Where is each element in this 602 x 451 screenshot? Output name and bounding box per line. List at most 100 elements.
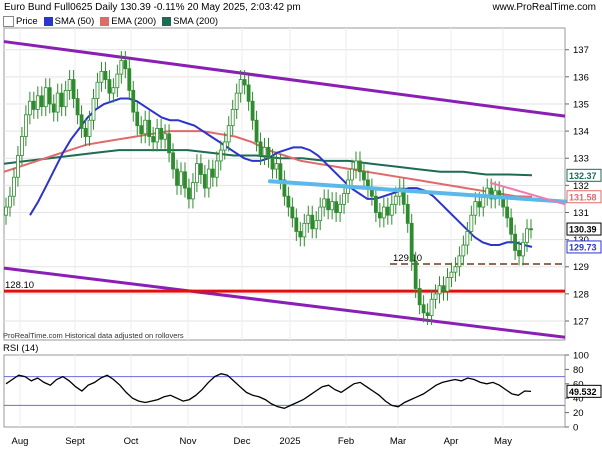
candle-body bbox=[12, 176, 16, 197]
rsi-value-label: 49.532 bbox=[569, 387, 597, 397]
candle-body bbox=[179, 171, 183, 186]
candle-body bbox=[350, 168, 354, 181]
x-tick-label: Aug bbox=[12, 436, 29, 447]
candle-body bbox=[409, 222, 414, 262]
candle-body bbox=[473, 201, 478, 216]
price-tick-label: 127 bbox=[573, 317, 589, 328]
candle-body bbox=[505, 206, 510, 219]
x-tick-label: Nov bbox=[180, 436, 197, 447]
candle-body bbox=[147, 119, 152, 137]
candle-body bbox=[167, 133, 171, 154]
candle-body bbox=[151, 136, 156, 143]
candle-body bbox=[27, 100, 32, 116]
price-tick-label: 131 bbox=[573, 208, 589, 219]
legend-sma50-label: SMA (50) bbox=[54, 16, 95, 27]
candle-body bbox=[234, 92, 239, 110]
rsi-tick-label: 20 bbox=[573, 408, 584, 419]
candle-body bbox=[131, 90, 136, 113]
channel-upper-line bbox=[3, 40, 566, 118]
candle-body bbox=[469, 214, 474, 232]
price-tag-box bbox=[566, 240, 602, 254]
candle-body bbox=[198, 163, 203, 175]
candle-body bbox=[258, 141, 263, 156]
candle-body bbox=[513, 233, 517, 251]
candle-body bbox=[425, 312, 430, 316]
candle-body bbox=[453, 266, 458, 273]
candle-body bbox=[218, 149, 223, 162]
candle-body bbox=[509, 217, 514, 235]
candle-body bbox=[79, 114, 84, 129]
candle-body bbox=[429, 298, 434, 316]
candle-body bbox=[71, 79, 76, 99]
rsi-tick-label: 100 bbox=[573, 351, 589, 362]
candle-body bbox=[222, 141, 227, 151]
candle-body bbox=[230, 108, 235, 127]
candle-body bbox=[529, 228, 533, 231]
candle-body bbox=[373, 195, 378, 213]
price-tag-label: 129.73 bbox=[569, 242, 597, 252]
legend-sma50-swatch bbox=[43, 17, 53, 26]
candle-body bbox=[254, 119, 259, 143]
rsi-tick-label: 0 bbox=[573, 423, 578, 434]
candle-body bbox=[290, 206, 295, 219]
candle-body bbox=[334, 201, 339, 213]
candle-body bbox=[95, 81, 100, 99]
candle-body bbox=[381, 206, 386, 219]
candle-body bbox=[195, 163, 199, 184]
support-label: 128.10 bbox=[5, 280, 34, 291]
candle-body bbox=[35, 95, 40, 110]
candle-body bbox=[155, 127, 160, 143]
candle-body bbox=[310, 214, 315, 230]
rsi-tick-label: 40 bbox=[573, 394, 584, 405]
candle-body bbox=[318, 206, 323, 222]
candle-body bbox=[401, 187, 406, 205]
price-tick-label: 137 bbox=[573, 45, 589, 56]
candle-body bbox=[39, 95, 44, 108]
candle-body bbox=[413, 260, 418, 289]
candle-body bbox=[107, 79, 112, 94]
x-tick-label: May bbox=[494, 436, 512, 447]
candle-body bbox=[405, 203, 410, 224]
candle-body bbox=[163, 133, 167, 140]
candle-body bbox=[457, 255, 462, 268]
channel-lower-line bbox=[3, 266, 566, 339]
candle-body bbox=[322, 198, 327, 208]
candle-body bbox=[326, 198, 331, 211]
candle-body bbox=[282, 179, 287, 197]
candle-body bbox=[75, 98, 80, 116]
trend-pink-line bbox=[489, 181, 566, 206]
rsi-tick-label: 80 bbox=[573, 365, 584, 376]
candle-body bbox=[246, 84, 251, 102]
legend-sma200-label: SMA (200) bbox=[173, 16, 219, 27]
candle-body bbox=[115, 73, 120, 89]
candle-body bbox=[202, 174, 207, 189]
candle-body bbox=[143, 119, 148, 135]
candle-body bbox=[489, 187, 494, 200]
candle-body bbox=[417, 288, 422, 306]
candle-body bbox=[226, 125, 231, 143]
candle-body bbox=[16, 155, 20, 178]
candle-body bbox=[306, 214, 311, 224]
candle-body bbox=[362, 171, 366, 181]
candle-body bbox=[266, 146, 271, 159]
candle-body bbox=[63, 90, 68, 108]
price-tick-label: 133 bbox=[573, 154, 589, 165]
candle-body bbox=[4, 206, 8, 216]
candle-body bbox=[51, 103, 56, 113]
candle-body bbox=[385, 206, 390, 216]
candle-body bbox=[43, 87, 48, 108]
candle-body bbox=[159, 127, 164, 140]
candle-body bbox=[31, 100, 36, 110]
candle-body bbox=[449, 271, 454, 279]
candle-body bbox=[83, 127, 88, 137]
legend-ema200: EMA (200) bbox=[100, 16, 156, 27]
candle-body bbox=[445, 277, 450, 292]
x-tick-label: Sept bbox=[65, 436, 85, 447]
candle-body bbox=[294, 217, 299, 232]
candle-body bbox=[338, 203, 342, 213]
legend-price-label: Price bbox=[16, 16, 38, 27]
legend-sma200-swatch bbox=[162, 17, 172, 26]
candle-body bbox=[91, 98, 96, 121]
rsi-panel-frame bbox=[3, 354, 566, 428]
